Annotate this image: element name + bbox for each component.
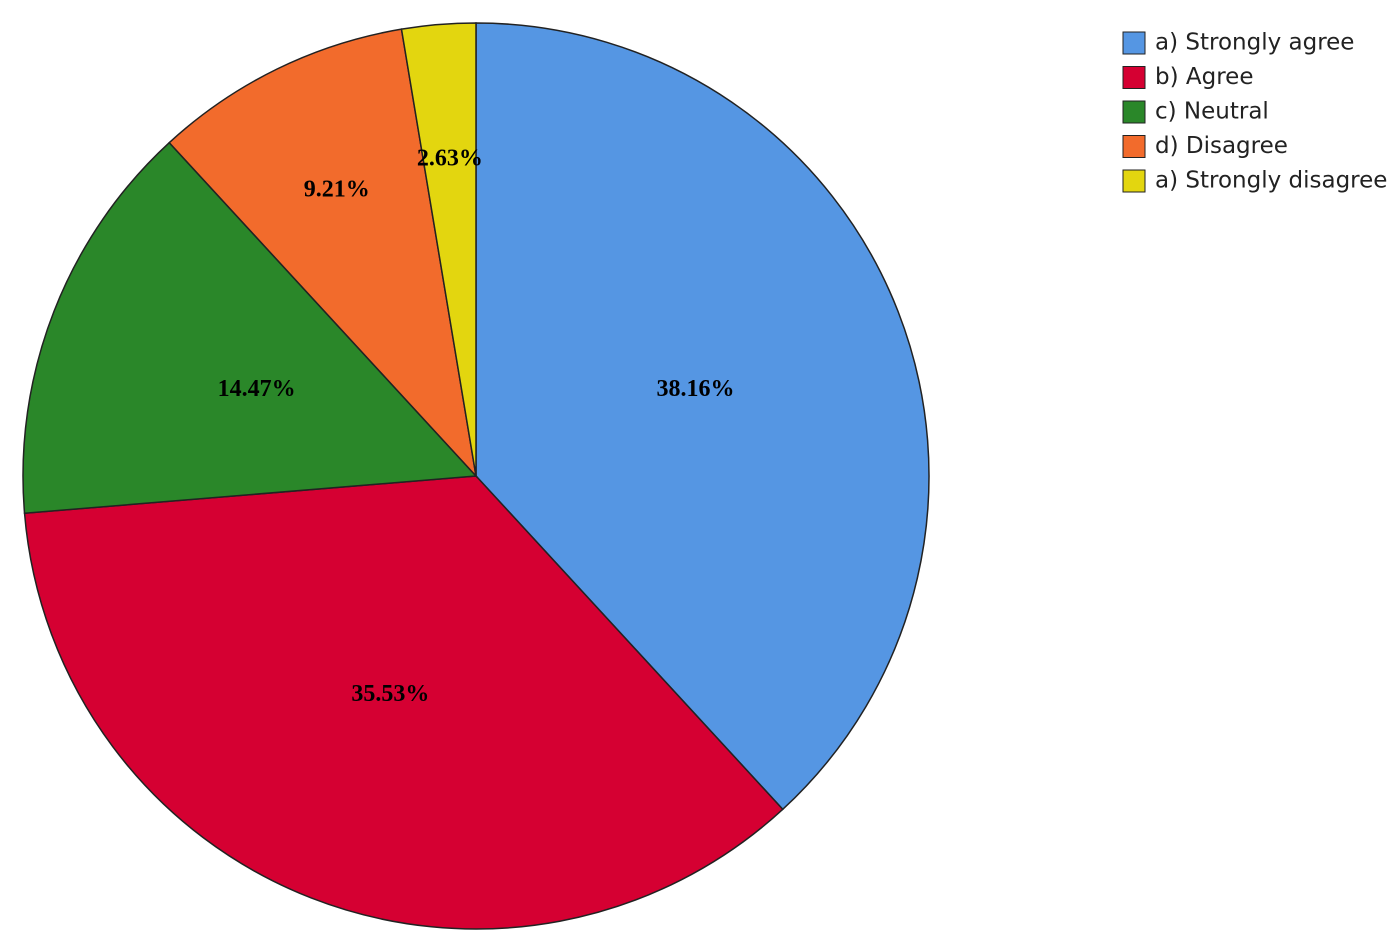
- value-label: 38.16%: [656, 376, 734, 402]
- value-label: 2.63%: [417, 145, 483, 171]
- pie-slice: [475, 22, 930, 811]
- legend-swatch: [1122, 31, 1146, 55]
- legend-label: a) Strongly disagree: [1155, 168, 1387, 194]
- legend-label: c) Neutral: [1155, 99, 1269, 125]
- pie-slice: [400, 22, 477, 477]
- value-label: 14.47%: [218, 376, 296, 402]
- value-label: 35.53%: [351, 681, 429, 707]
- legend-label: b) Agree: [1155, 64, 1253, 90]
- legend-label: d) Disagree: [1155, 133, 1288, 159]
- pie-slice: [23, 475, 784, 930]
- legend-label: a) Strongly agree: [1155, 30, 1354, 56]
- pie-slice: [168, 28, 478, 479]
- legend-swatch: [1122, 66, 1146, 89]
- pie-slice: [22, 141, 478, 515]
- legend-swatch: [1122, 169, 1146, 193]
- value-label: 9.21%: [304, 177, 370, 203]
- legend-swatch: [1122, 100, 1146, 124]
- legend-swatch: [1122, 135, 1146, 158]
